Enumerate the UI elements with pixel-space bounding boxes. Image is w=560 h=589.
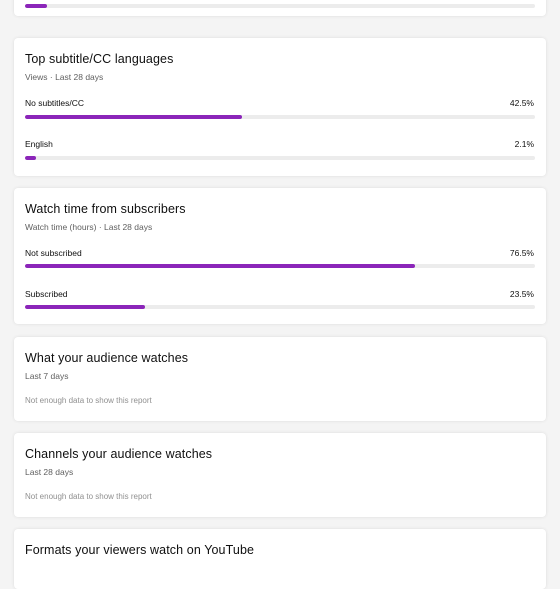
card-title: Top subtitle/CC languages bbox=[25, 52, 174, 66]
card-subtitle: Last 28 days bbox=[25, 467, 74, 477]
card-title: What your audience watches bbox=[25, 351, 189, 365]
card-subtitle: Watch time (hours) · Last 28 days bbox=[25, 222, 153, 232]
subtitle-languages-card[interactable]: Top subtitle/CC languages Views · Last 2… bbox=[14, 38, 546, 176]
top-partial-bar-fill bbox=[25, 4, 47, 8]
empty-state-message: Not enough data to show this report bbox=[25, 396, 152, 405]
card-subtitle: Last 7 days bbox=[25, 371, 69, 381]
empty-state-message: Not enough data to show this report bbox=[25, 492, 152, 501]
card-title: Channels your audience watches bbox=[25, 447, 213, 461]
formats-card[interactable]: Formats your viewers watch on YouTube bbox=[14, 529, 546, 589]
row-label-subscribed: Subscribed bbox=[25, 289, 68, 299]
bar-fill-not-subscribed bbox=[25, 264, 416, 268]
bar-fill-subscribed bbox=[25, 305, 145, 309]
audience-watches-card[interactable]: What your audience watches Last 7 days N… bbox=[14, 337, 546, 421]
row-value-english: 2.1% bbox=[514, 139, 534, 149]
bar-track-english bbox=[25, 156, 535, 160]
row-value-no-subtitles: 42.5% bbox=[509, 98, 534, 108]
row-value-subscribed: 23.5% bbox=[509, 289, 534, 299]
row-value-not-subscribed: 76.5% bbox=[509, 248, 534, 258]
top-partial-card bbox=[14, 0, 546, 16]
subscribers-card[interactable]: Watch time from subscribers Watch time (… bbox=[14, 188, 546, 324]
row-label-english: English bbox=[25, 139, 53, 149]
card-subtitle: Views · Last 28 days bbox=[25, 72, 104, 82]
card-title: Formats your viewers watch on YouTube bbox=[25, 543, 255, 557]
top-partial-bar-track bbox=[25, 4, 535, 8]
row-label-not-subscribed: Not subscribed bbox=[25, 248, 82, 258]
bar-fill-english bbox=[25, 156, 36, 160]
bar-track-no-subtitles bbox=[25, 115, 535, 119]
card-title: Watch time from subscribers bbox=[25, 202, 186, 216]
channels-watches-card[interactable]: Channels your audience watches Last 28 d… bbox=[14, 433, 546, 517]
bar-fill-no-subtitles bbox=[25, 115, 242, 119]
bar-track-not-subscribed bbox=[25, 264, 535, 268]
bar-track-subscribed bbox=[25, 305, 535, 309]
row-label-no-subtitles: No subtitles/CC bbox=[25, 98, 85, 108]
